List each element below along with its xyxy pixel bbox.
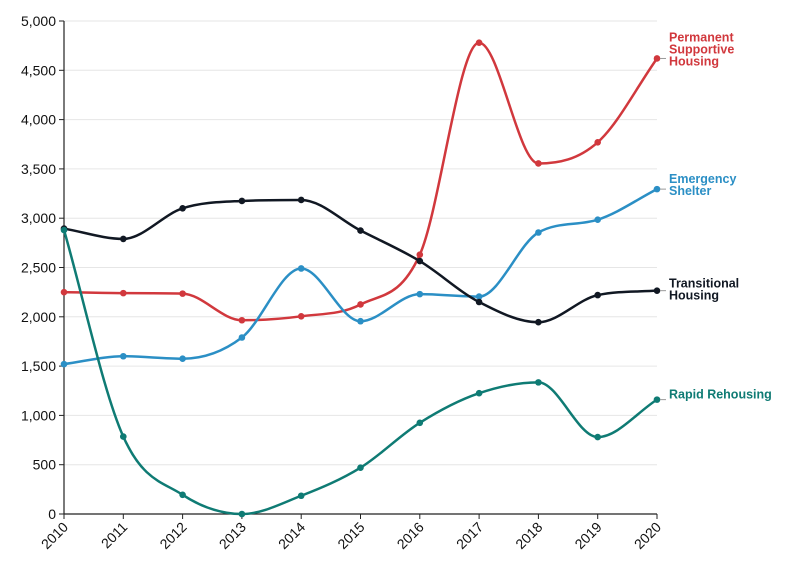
y-tick-label: 2,000 — [21, 309, 56, 325]
data-point-rapid-rehousing — [120, 433, 127, 440]
data-point-permanent-supportive-housing — [594, 138, 601, 146]
data-point-rapid-rehousing — [179, 491, 186, 499]
data-point-emergency-shelter — [120, 352, 127, 360]
data-point-rapid-rehousing — [653, 396, 661, 403]
x-tick-label: 2014 — [275, 519, 308, 552]
y-tick-label: 2,500 — [21, 260, 56, 276]
data-point-emergency-shelter — [653, 185, 661, 193]
series-line-emergency-shelter — [63, 188, 658, 366]
data-point-permanent-supportive-housing — [238, 316, 246, 324]
data-point-transitional-housing — [535, 318, 542, 326]
x-tick-label: 2016 — [394, 519, 427, 552]
x-tick-label: 2012 — [156, 519, 189, 552]
series-label-permanent-supportive-housing: Supportive — [669, 42, 734, 56]
series-label-transitional-housing: Housing — [669, 289, 719, 303]
x-tick-label: 2013 — [216, 519, 249, 552]
data-point-transitional-housing — [120, 235, 127, 243]
data-point-permanent-supportive-housing — [416, 251, 424, 258]
data-point-rapid-rehousing — [535, 379, 542, 386]
y-tick-label: 0 — [48, 506, 56, 522]
data-point-permanent-supportive-housing — [653, 55, 661, 62]
x-tick-label: 2018 — [512, 519, 545, 552]
y-tick-label: 3,000 — [21, 210, 56, 226]
series-emergency-shelter — [60, 185, 661, 368]
x-tick-label: 2015 — [334, 519, 367, 552]
series-label-permanent-supportive-housing: Permanent — [669, 30, 734, 44]
series-group — [60, 39, 661, 518]
data-point-emergency-shelter — [357, 317, 364, 325]
series-labels: PermanentSupportiveHousingEmergencyShelt… — [660, 30, 772, 402]
series-label-rapid-rehousing: Rapid Rehousing — [669, 388, 772, 402]
data-point-emergency-shelter — [60, 360, 68, 368]
y-tick-label: 4,000 — [21, 112, 56, 128]
series-label-emergency-shelter: Shelter — [669, 184, 712, 198]
y-tick-label: 3,500 — [21, 161, 56, 177]
y-tick-label: 1,500 — [21, 358, 56, 374]
data-point-emergency-shelter — [475, 293, 483, 300]
x-tick-label: 2010 — [38, 519, 71, 552]
data-point-permanent-supportive-housing — [475, 39, 483, 46]
data-point-permanent-supportive-housing — [535, 160, 542, 167]
x-tick-label: 2011 — [98, 519, 131, 552]
x-tick-label: 2017 — [453, 519, 486, 552]
data-point-rapid-rehousing — [475, 389, 483, 397]
series-line-permanent-supportive-housing — [63, 41, 659, 322]
gridlines — [64, 20, 657, 466]
series-rapid-rehousing — [60, 226, 661, 518]
y-tick-label: 4,500 — [21, 62, 56, 78]
data-point-permanent-supportive-housing — [120, 289, 127, 297]
data-point-transitional-housing — [475, 298, 483, 306]
data-point-emergency-shelter — [179, 355, 186, 363]
data-point-emergency-shelter — [238, 334, 246, 341]
y-tick-label: 1,000 — [21, 407, 56, 423]
data-point-rapid-rehousing — [238, 510, 246, 518]
series-label-emergency-shelter: Emergency — [669, 172, 736, 186]
data-point-transitional-housing — [179, 205, 186, 212]
series-permanent-supportive-housing — [60, 39, 661, 324]
data-point-rapid-rehousing — [357, 464, 364, 471]
data-point-transitional-housing — [416, 257, 424, 265]
data-point-rapid-rehousing — [60, 226, 68, 234]
data-point-rapid-rehousing — [297, 492, 305, 500]
data-point-permanent-supportive-housing — [297, 313, 305, 320]
data-point-transitional-housing — [653, 287, 661, 294]
data-point-permanent-supportive-housing — [60, 288, 68, 296]
series-label-transitional-housing: Transitional — [669, 277, 739, 291]
x-tick-label: 2019 — [571, 519, 604, 552]
series-label-permanent-supportive-housing: Housing — [669, 54, 719, 68]
data-point-transitional-housing — [297, 196, 305, 204]
x-tick-label: 2020 — [631, 519, 664, 552]
axes: 0 500 1,000 1,500 2,000 2,500 3,000 3,500 4,000 4… — [21, 13, 664, 552]
y-tick-label: 5,000 — [21, 13, 56, 29]
data-point-rapid-rehousing — [416, 419, 424, 427]
data-point-emergency-shelter — [297, 265, 305, 272]
data-point-rapid-rehousing — [594, 433, 601, 441]
data-point-transitional-housing — [357, 227, 364, 234]
data-point-emergency-shelter — [416, 290, 424, 298]
series-line-rapid-rehousing — [62, 229, 658, 516]
data-point-permanent-supportive-housing — [179, 290, 186, 297]
data-point-emergency-shelter — [594, 216, 601, 223]
data-point-emergency-shelter — [535, 229, 542, 236]
data-point-permanent-supportive-housing — [357, 301, 364, 308]
data-point-transitional-housing — [594, 291, 601, 299]
data-point-transitional-housing — [238, 197, 246, 205]
y-tick-label: 500 — [33, 457, 57, 473]
